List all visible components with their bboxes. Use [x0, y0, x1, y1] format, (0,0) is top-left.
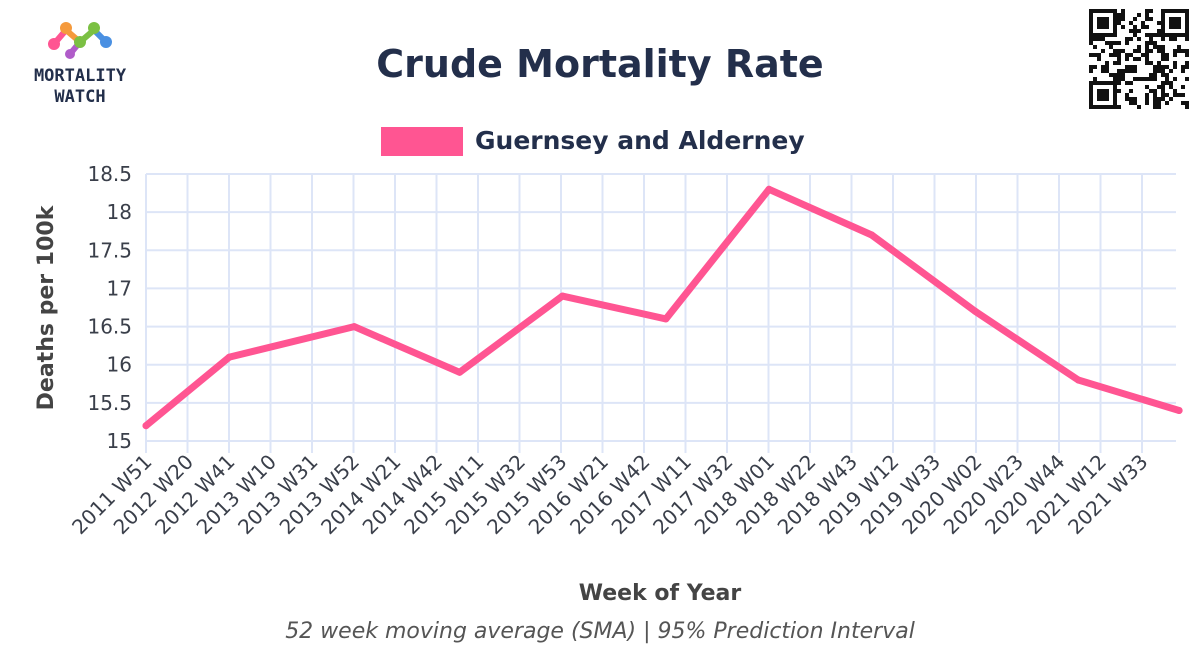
y-axis-ticks: 15 15.5 16 16.5 17 17.5 18 18.5 [87, 162, 132, 453]
x-axis-title: Week of Year [579, 581, 742, 606]
legend-swatch [381, 127, 463, 156]
series-line [142, 185, 1183, 430]
grid [145, 173, 1176, 453]
legend-label: Guernsey and Alderney [475, 126, 805, 155]
data-point [558, 292, 566, 300]
data-point [1175, 407, 1183, 414]
data-point [765, 185, 773, 193]
y-tick-label: 17.5 [87, 238, 132, 262]
data-point [868, 231, 876, 239]
logo-line2: WATCH [54, 87, 105, 107]
y-tick-label: 17 [107, 276, 132, 300]
y-tick-label: 18.5 [87, 162, 132, 186]
logo-line1: MORTALITY [34, 66, 127, 86]
data-point [142, 422, 150, 430]
data-point [350, 323, 358, 331]
y-tick-label: 16 [107, 353, 132, 377]
y-tick-label: 16.5 [87, 315, 132, 339]
logo-molecule-icon [48, 22, 112, 59]
data-point [225, 353, 233, 361]
chart-title: Crude Mortality Rate [376, 42, 823, 86]
series-layer [142, 185, 1183, 430]
y-axis-title: Deaths per 100k [34, 204, 59, 410]
data-point [971, 307, 979, 315]
data-point [1074, 376, 1082, 384]
qr-code-icon [1089, 9, 1189, 109]
data-point [662, 315, 670, 323]
y-tick-label: 15 [107, 429, 132, 453]
y-tick-label: 18 [107, 200, 132, 224]
legend: Guernsey and Alderney [381, 126, 805, 156]
chart-subtitle: 52 week moving average (SMA) | 95% Predi… [285, 619, 915, 644]
y-tick-label: 15.5 [87, 391, 132, 415]
mortality-watch-logo: MORTALITY WATCH [34, 22, 127, 107]
data-point [456, 368, 464, 376]
